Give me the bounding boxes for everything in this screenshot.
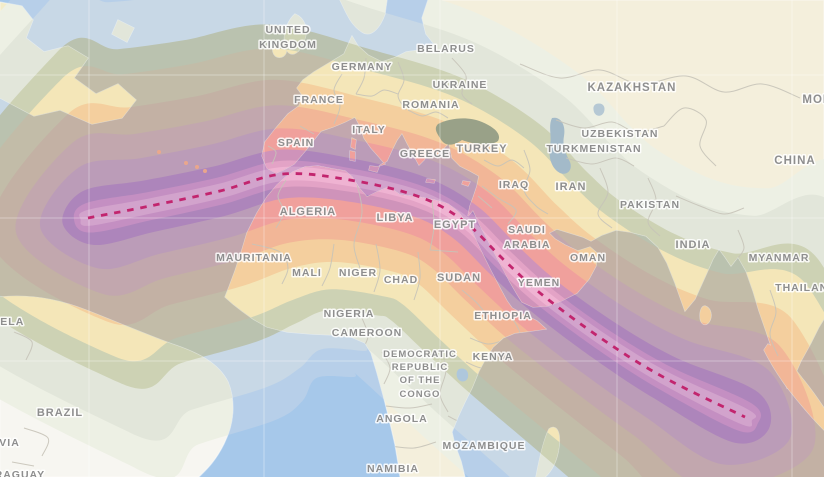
country-label-saudi: SAUDI (508, 224, 546, 236)
country-label-france: FRANCE (294, 94, 344, 106)
country-label-oman: OMAN (570, 252, 606, 264)
country-label-kazakhstan: KAZAKHSTAN (587, 82, 676, 94)
country-label-pakistan: PAKISTAN (620, 199, 680, 211)
country-label-democratic: DEMOCRATIC (383, 349, 457, 360)
country-label-kingdom: KINGDOM (259, 39, 317, 51)
country-label-mongolia: MONGOLIA (802, 94, 824, 106)
country-label-chad: CHAD (384, 274, 418, 286)
country-label-spain: SPAIN (278, 137, 314, 149)
island-dot (157, 150, 161, 154)
country-label-niger: NIGER (339, 267, 377, 279)
caspian-sea (549, 117, 571, 174)
country-label-angola: ANGOLA (376, 413, 428, 425)
country-label-mali: MALI (292, 267, 322, 279)
country-label-namibia: NAMIBIA (367, 463, 419, 475)
country-label-iran: IRAN (556, 181, 587, 193)
country-label-arabia: ARABIA (504, 239, 551, 251)
country-label-myanmar: MYANMAR (749, 252, 810, 264)
country-label-turkey: TURKEY (456, 143, 507, 155)
country-label-nigeria: NIGERIA (324, 308, 375, 320)
country-label-republic: REPUBLIC (392, 362, 449, 373)
country-label-ukraine: UKRAINE (433, 79, 488, 91)
black-sea (435, 118, 500, 145)
country-label-iraq: IRAQ (499, 179, 529, 191)
country-labels: UNITED KINGDOM GERMANY BELARUS UKRAINE KAZAKH… (0, 23, 824, 477)
country-label-bolivia: BOLIVIA (0, 437, 20, 449)
country-label-brazil: BRAZIL (37, 407, 83, 419)
aral-sea (593, 103, 605, 116)
country-label-germany: GERMANY (332, 61, 393, 73)
country-label-greece: GREECE (400, 148, 450, 160)
eclipse-band-annularity-inner (73, 160, 762, 433)
country-borders (11, 57, 801, 467)
lake-victoria (456, 368, 469, 382)
island-dot (195, 165, 199, 169)
country-label-egypt: EGYPT (434, 219, 476, 231)
country-label-ethiopia: ETHIOPIA (474, 310, 532, 322)
country-label-yemen: YEMEN (518, 277, 560, 289)
country-label-of-the: OF THE (400, 375, 441, 386)
country-label-uzbekistan: UZBEKISTAN (582, 128, 659, 140)
country-label-india: INDIA (676, 239, 711, 251)
country-label-libya: LIBYA (377, 212, 414, 224)
island-dot (203, 169, 207, 173)
country-label-sudan: SUDAN (437, 272, 481, 284)
country-label-venezuela: VENEZUELA (0, 316, 24, 328)
country-label-thailand: THAILAND (775, 282, 824, 294)
country-label-paraguay: PARAGUAY (0, 469, 45, 477)
country-label-united: UNITED (265, 24, 310, 36)
country-label-mozambique: MOZAMBIQUE (443, 440, 526, 452)
island-dot (184, 161, 188, 165)
country-label-algeria: ALGERIA (280, 206, 337, 218)
country-label-romania: ROMANIA (402, 99, 459, 111)
country-label-kenya: KENYA (473, 351, 514, 363)
country-label-congo: CONGO (400, 389, 441, 400)
country-label-turkmenistan: TURKMENISTAN (546, 143, 641, 155)
country-label-china: CHINA (774, 155, 815, 167)
country-label-mauritania: MAURITANIA (216, 252, 292, 264)
country-label-belarus: BELARUS (417, 43, 475, 55)
country-label-cameroon: CAMEROON (332, 327, 402, 339)
country-label-italy: ITALY (352, 124, 386, 136)
